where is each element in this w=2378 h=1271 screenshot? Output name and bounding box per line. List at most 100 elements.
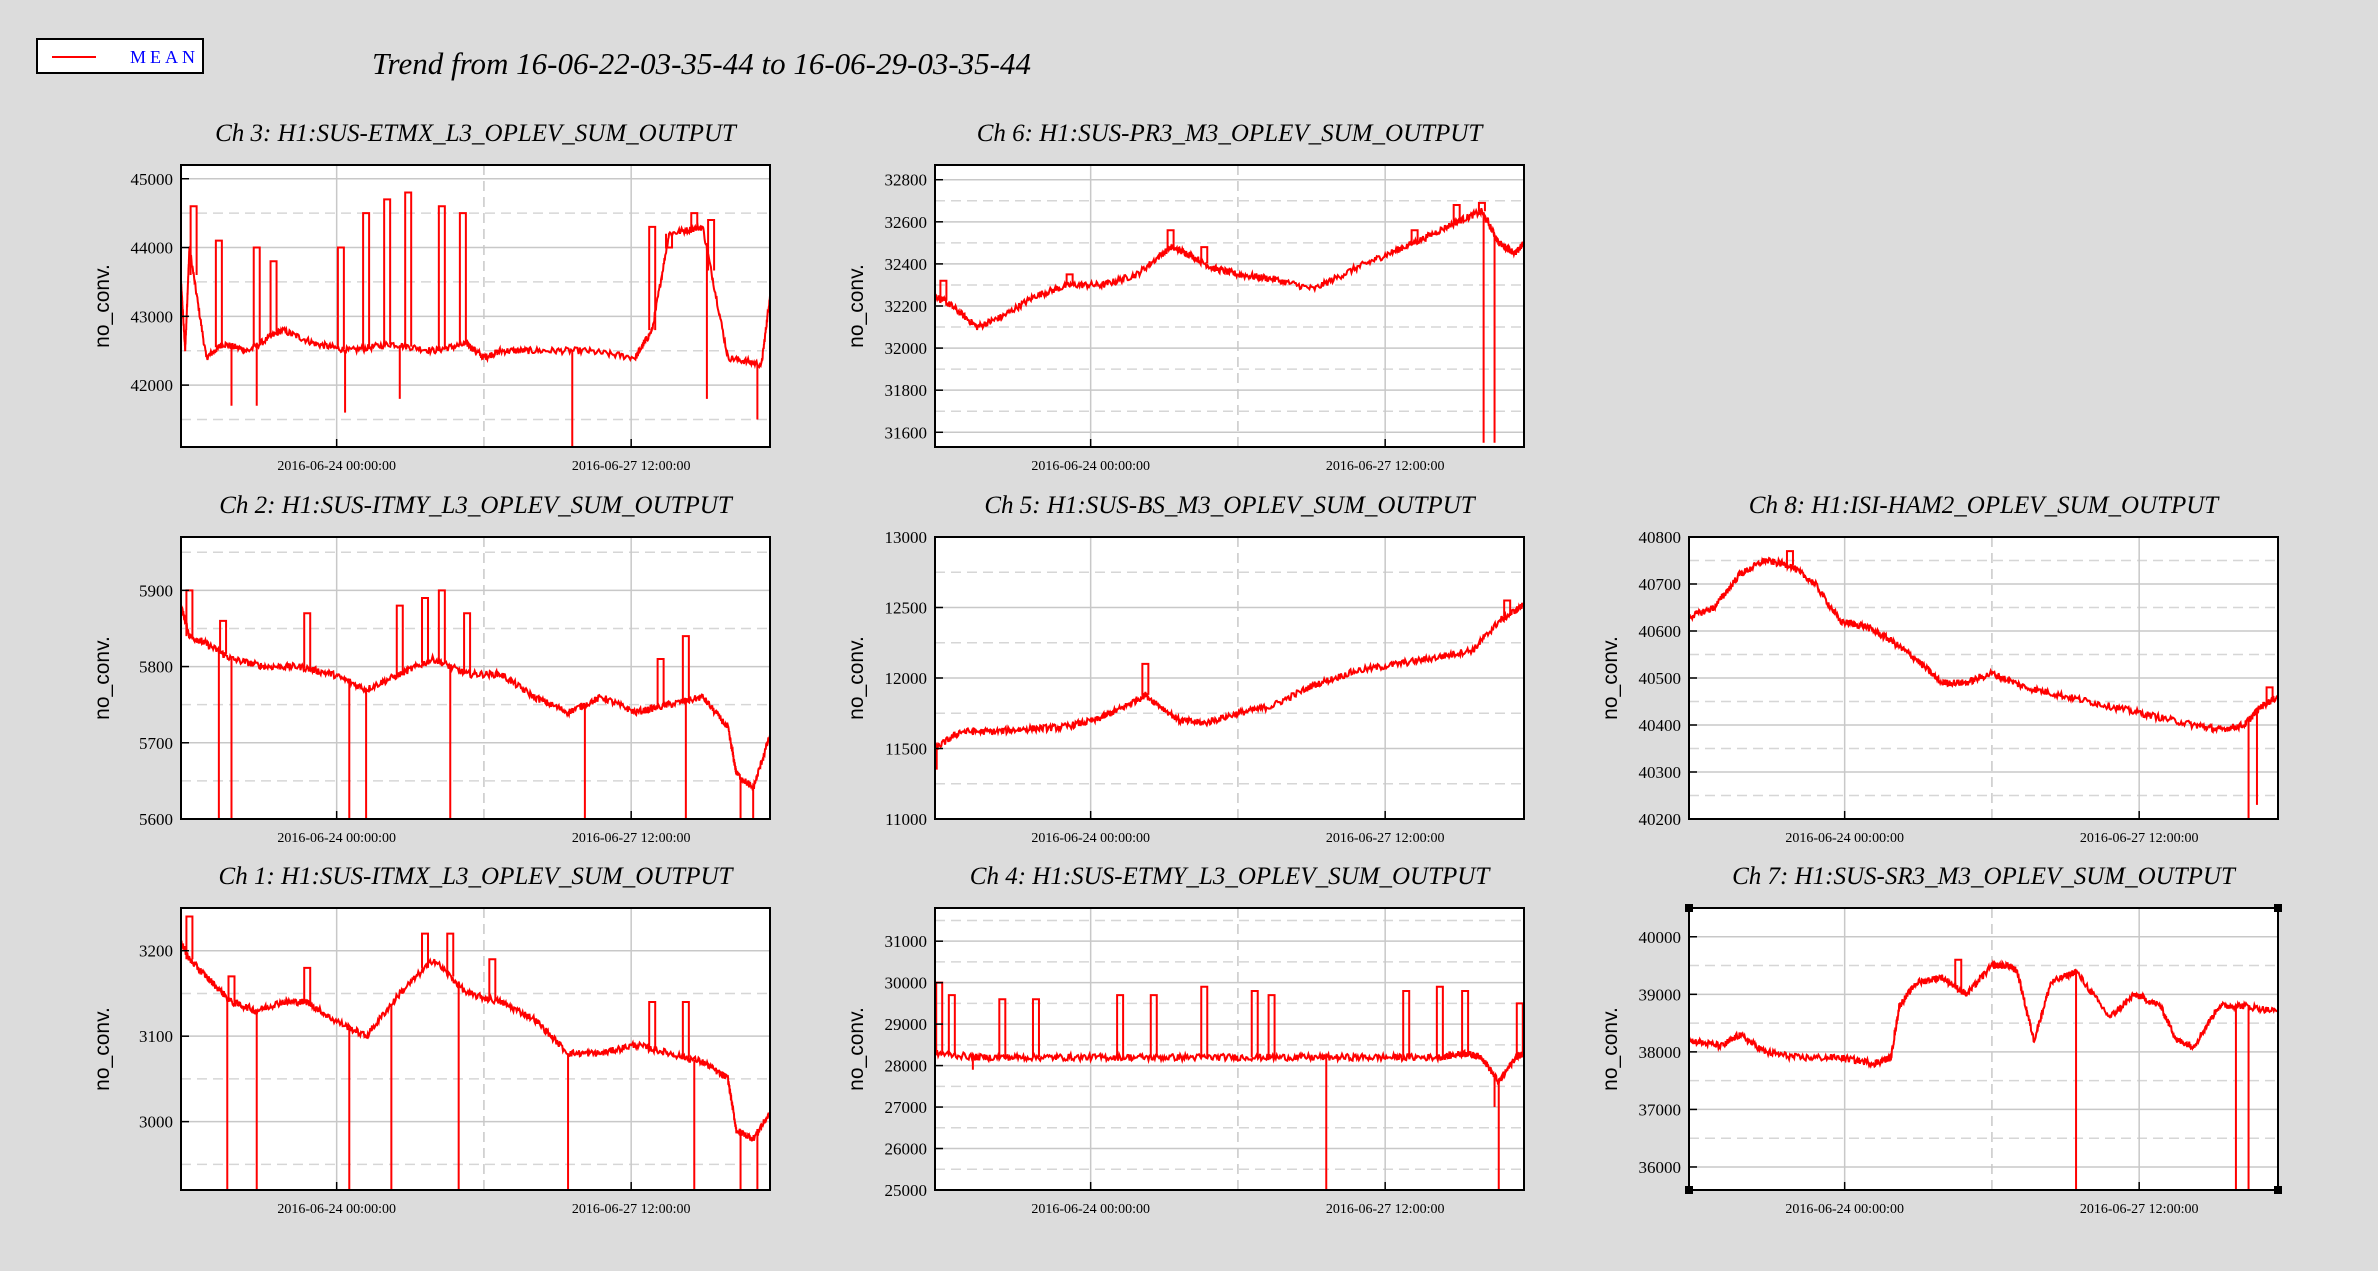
series-spike [1503, 599, 1512, 616]
y-tick-label: 32200 [885, 297, 928, 316]
chart-panel: 11000 11500 12000 12500 13000 2016-06-24 00:0… [845, 528, 1525, 846]
y-axis-label: no_conv. [845, 636, 868, 720]
series-spike [383, 198, 392, 345]
series-spike [690, 212, 699, 229]
y-tick-label: 40600 [1639, 622, 1682, 641]
series-spike [1141, 662, 1150, 695]
y-tick-label: 32000 [885, 339, 928, 358]
legend-swatch [52, 56, 96, 58]
y-axis-label: no_conv. [1599, 636, 1622, 720]
series-spike [1116, 994, 1125, 1058]
y-tick-label: 40700 [1639, 575, 1682, 594]
y-tick-label: 3000 [139, 1113, 173, 1132]
series-spike [1452, 203, 1461, 222]
y-tick-label: 40200 [1639, 810, 1682, 829]
y-tick-label: 29000 [885, 1015, 928, 1034]
series-spike [227, 975, 236, 1002]
plot-frame [180, 536, 771, 820]
chart-title: Ch 3: H1:SUS-ETMX_L3_OPLEV_SUM_OUTPUT [215, 120, 736, 147]
chart-panel: 40200 40300 40400 40500 40600 40700 40800 2016-… [1599, 528, 2279, 846]
y-tick-label: 42000 [131, 376, 174, 395]
y-tick-label: 40800 [1639, 528, 1682, 547]
legend: MEAN [36, 38, 204, 74]
y-axis-label: no_conv. [91, 1007, 114, 1091]
x-tick-label: 2016-06-24 00:00:00 [1785, 831, 1904, 846]
chart-title: Ch 2: H1:SUS-ITMY_L3_OPLEV_SUM_OUTPUT [219, 492, 732, 519]
series-spike [2265, 686, 2274, 702]
plot-frame [180, 164, 771, 448]
x-tick-label: 2016-06-27 12:00:00 [1326, 831, 1445, 846]
series-spike [656, 657, 665, 707]
series-line [1688, 556, 2279, 735]
series-spike [1267, 994, 1276, 1058]
y-tick-label: 40400 [1639, 716, 1682, 735]
series-spike [648, 225, 657, 331]
y-axis-label: no_conv. [1599, 1007, 1622, 1091]
plot-frame [1688, 907, 2279, 1191]
y-tick-label: 31600 [885, 423, 928, 442]
y-tick-label: 11500 [885, 740, 927, 759]
x-tick-label: 2016-06-27 12:00:00 [572, 1202, 691, 1217]
y-tick-label: 44000 [131, 239, 174, 258]
chart-panel: 25000 26000 27000 28000 29000 30000 31000 2016-… [845, 907, 1525, 1217]
y-tick-label: 3200 [139, 942, 173, 961]
chart-panel: 36000 37000 38000 39000 40000 2016-06-24 00:0… [1599, 904, 2282, 1217]
series-spike [1402, 989, 1411, 1058]
series-line [180, 222, 771, 370]
series-spike [219, 619, 228, 654]
y-tick-label: 27000 [885, 1098, 928, 1117]
y-tick-label: 12000 [885, 669, 928, 688]
chart-title: Ch 1: H1:SUS-ITMX_L3_OPLEV_SUM_OUTPUT [218, 863, 733, 890]
series-spike [488, 958, 497, 1000]
x-tick-label: 2016-06-27 12:00:00 [2080, 831, 2199, 846]
series-spike [1250, 989, 1259, 1058]
selection-handle[interactable] [2274, 904, 2282, 912]
y-tick-label: 43000 [131, 307, 174, 326]
series-spike [1410, 229, 1419, 243]
y-tick-label: 40300 [1639, 763, 1682, 782]
x-tick-label: 2016-06-24 00:00:00 [1031, 1202, 1150, 1217]
chart-title: Ch 8: H1:ISI-HAM2_OPLEV_SUM_OUTPUT [1748, 492, 2219, 519]
x-tick-label: 2016-06-27 12:00:00 [572, 459, 691, 474]
series-spike [1065, 273, 1074, 285]
y-tick-label: 5700 [139, 734, 173, 753]
legend-label: MEAN [130, 47, 199, 67]
series-spike [1200, 985, 1209, 1058]
y-tick-label: 11000 [885, 810, 927, 829]
series-spike [665, 233, 674, 249]
y-tick-label: 32400 [885, 255, 928, 274]
series-spike [1954, 958, 1963, 989]
x-tick-label: 2016-06-24 00:00:00 [1785, 1202, 1904, 1217]
series-spike [1785, 550, 1794, 566]
chart-title: Ch 7: H1:SUS-SR3_M3_OPLEV_SUM_OUTPUT [1732, 863, 2235, 890]
series-line [934, 207, 1525, 332]
series-spike [421, 596, 430, 663]
selection-handle[interactable] [1685, 1186, 1693, 1194]
y-tick-label: 45000 [131, 170, 174, 189]
series-line [180, 940, 771, 1142]
chart-panel: 31600 31800 32000 32200 32400 32600 32800 2016-… [845, 164, 1525, 474]
y-tick-label: 12500 [885, 599, 928, 618]
chart-title: Ch 6: H1:SUS-PR3_M3_OPLEV_SUM_OUTPUT [976, 120, 1483, 147]
series-spike [189, 205, 198, 276]
y-tick-label: 32600 [885, 213, 928, 232]
series-spike [707, 219, 716, 271]
selection-handle[interactable] [2274, 1186, 2282, 1194]
series-spike [947, 994, 956, 1055]
plot-area [181, 537, 770, 819]
x-tick-label: 2016-06-27 12:00:00 [1326, 1202, 1445, 1217]
series-spike [185, 589, 194, 637]
series-spike [1515, 1002, 1524, 1056]
x-tick-label: 2016-06-24 00:00:00 [277, 1202, 396, 1217]
series-line [934, 1048, 1525, 1087]
x-tick-label: 2016-06-24 00:00:00 [1031, 459, 1150, 474]
x-tick-label: 2016-06-27 12:00:00 [2080, 1202, 2199, 1217]
selection-handle[interactable] [1685, 904, 1693, 912]
series-spike [421, 932, 430, 968]
y-axis-label: no_conv. [845, 1007, 868, 1091]
x-tick-label: 2016-06-27 12:00:00 [572, 831, 691, 846]
series-spike [1149, 994, 1158, 1058]
x-tick-label: 2016-06-27 12:00:00 [1326, 459, 1445, 474]
x-tick-label: 2016-06-24 00:00:00 [277, 459, 396, 474]
series-spike [1477, 201, 1486, 212]
